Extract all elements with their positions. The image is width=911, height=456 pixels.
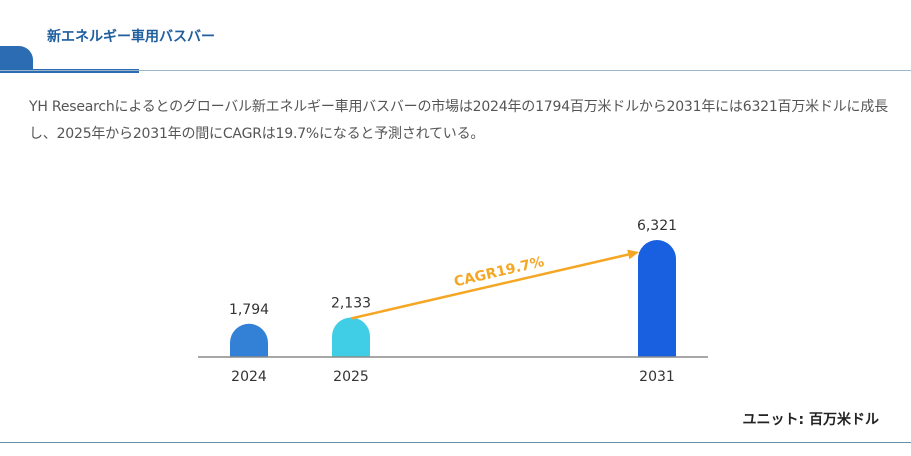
tick-label-2025: 2025 [333, 369, 369, 385]
header-divider [0, 70, 911, 71]
page-title: 新エネルギー車用バスバー [47, 29, 215, 45]
bar-2031 [638, 240, 676, 357]
tick-label-2031: 2031 [639, 369, 675, 385]
tick-label-2024: 2024 [231, 369, 267, 385]
footer-divider [0, 442, 911, 443]
data-label-2024: 1,794 [229, 302, 269, 318]
data-label-2025: 2,133 [331, 296, 371, 312]
data-label-2031: 6,321 [637, 218, 677, 234]
cagr-arrow-head [627, 249, 639, 260]
market-description: YH Researchによるとのグローバル新エネルギー車用バスバーの市場は202… [29, 99, 888, 142]
bar-2025 [332, 317, 370, 357]
header-accent-bar [0, 69, 139, 73]
header-tab-decoration [0, 46, 33, 70]
unit-label: ユニット: 百万米ドル [742, 412, 879, 428]
bar-2024 [230, 323, 268, 357]
cagr-arrow-line [350, 253, 629, 320]
